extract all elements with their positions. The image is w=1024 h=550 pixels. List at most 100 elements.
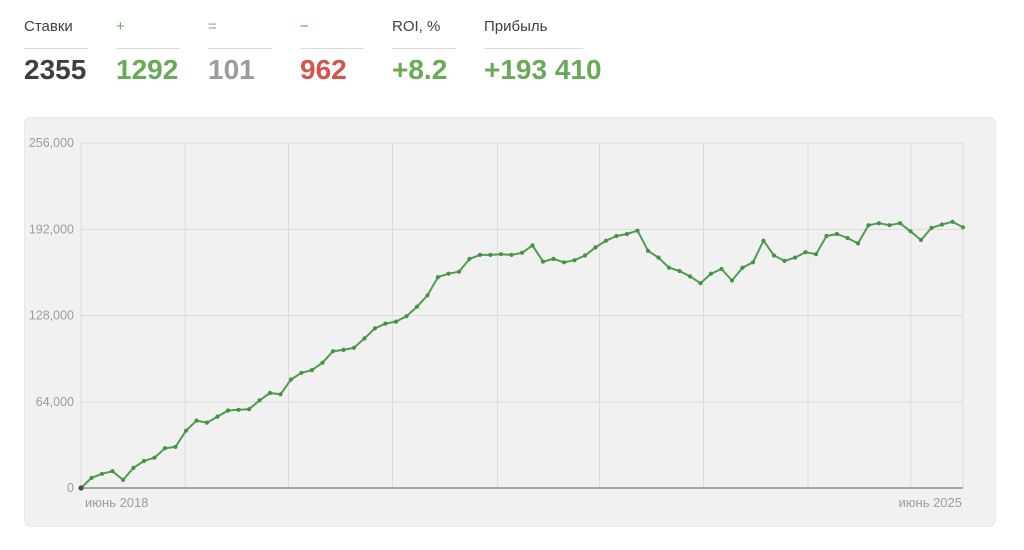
data-point[interactable] xyxy=(110,469,115,474)
data-point[interactable] xyxy=(614,233,619,239)
data-point[interactable] xyxy=(666,265,672,270)
data-point[interactable] xyxy=(572,258,577,263)
data-point[interactable] xyxy=(834,231,840,237)
data-point[interactable] xyxy=(803,250,808,255)
data-point[interactable] xyxy=(152,455,157,460)
stat-separator xyxy=(300,48,364,49)
profit-chart[interactable]: 0 64,000 128,000 192,000 256,000 xyxy=(25,118,995,526)
data-point[interactable] xyxy=(278,392,283,397)
data-point[interactable] xyxy=(530,243,535,248)
data-point[interactable] xyxy=(215,414,220,419)
data-point[interactable] xyxy=(950,219,955,224)
stat-wins: + 1292 xyxy=(116,18,180,84)
data-point[interactable] xyxy=(624,231,630,237)
data-point[interactable] xyxy=(603,238,609,243)
data-point[interactable] xyxy=(488,252,493,257)
data-point[interactable] xyxy=(330,349,336,354)
data-point[interactable] xyxy=(141,458,147,464)
stat-losses-label: − xyxy=(300,18,309,35)
data-point[interactable] xyxy=(761,238,766,243)
data-point[interactable] xyxy=(939,222,945,227)
data-point[interactable] xyxy=(677,268,682,274)
stat-bets-label: Ставки xyxy=(24,18,73,35)
data-point[interactable] xyxy=(750,260,756,265)
data-point[interactable] xyxy=(425,293,430,298)
data-point[interactable] xyxy=(131,465,136,470)
data-point[interactable] xyxy=(540,259,546,264)
data-point[interactable] xyxy=(561,260,567,265)
data-point[interactable] xyxy=(477,252,483,257)
data-point[interactable] xyxy=(456,269,462,274)
data-point[interactable] xyxy=(299,370,304,375)
stat-bets-value: 2355 xyxy=(24,54,87,85)
data-point[interactable] xyxy=(792,255,798,260)
data-point[interactable] xyxy=(960,225,966,230)
stat-separator xyxy=(208,48,272,49)
data-point[interactable] xyxy=(782,258,787,263)
data-point[interactable] xyxy=(498,252,504,257)
data-point[interactable] xyxy=(414,304,420,309)
data-point[interactable] xyxy=(855,241,861,246)
data-point[interactable] xyxy=(120,477,126,482)
data-point[interactable] xyxy=(372,326,378,331)
data-point[interactable] xyxy=(719,266,724,272)
data-point[interactable] xyxy=(582,253,588,258)
stat-profit: Прибыль +193 410 xyxy=(484,18,602,84)
stat-roi-label: ROI, % xyxy=(392,18,441,35)
y-tick-label: 192,000 xyxy=(29,222,74,236)
data-point[interactable] xyxy=(173,444,178,449)
data-point[interactable] xyxy=(813,252,819,257)
profit-line xyxy=(80,220,964,489)
data-point[interactable] xyxy=(362,336,367,341)
data-point[interactable] xyxy=(771,253,777,258)
data-point[interactable] xyxy=(257,398,262,403)
data-point[interactable] xyxy=(309,368,315,373)
data-point[interactable] xyxy=(740,265,745,270)
data-point[interactable] xyxy=(645,248,651,253)
y-tick-label: 128,000 xyxy=(29,309,74,323)
data-point[interactable] xyxy=(845,235,850,241)
data-point[interactable] xyxy=(393,319,399,324)
data-point[interactable] xyxy=(225,408,231,413)
data-point[interactable] xyxy=(320,360,325,365)
data-point[interactable] xyxy=(162,446,168,451)
x-axis-label-start: июнь 2018 xyxy=(85,495,149,510)
data-point[interactable] xyxy=(824,233,829,239)
data-point[interactable] xyxy=(267,390,273,396)
data-point[interactable] xyxy=(246,407,252,412)
data-point[interactable] xyxy=(446,271,451,276)
data-point[interactable] xyxy=(236,407,241,412)
data-point[interactable] xyxy=(593,245,598,250)
data-point[interactable] xyxy=(288,377,294,382)
data-point[interactable] xyxy=(519,250,525,255)
data-point[interactable] xyxy=(204,420,210,425)
data-point[interactable] xyxy=(99,471,105,476)
data-point[interactable] xyxy=(467,256,472,261)
data-point[interactable] xyxy=(435,275,441,280)
data-point[interactable] xyxy=(698,281,703,286)
data-point[interactable] xyxy=(918,237,924,243)
data-point[interactable] xyxy=(929,225,934,230)
data-point[interactable] xyxy=(509,252,514,257)
data-point[interactable] xyxy=(908,229,913,234)
data-point[interactable] xyxy=(656,255,661,260)
data-point[interactable] xyxy=(351,345,357,350)
start-point[interactable] xyxy=(78,485,84,491)
data-point[interactable] xyxy=(404,314,409,319)
stat-wins-label: + xyxy=(116,18,125,35)
data-point[interactable] xyxy=(383,321,388,326)
data-point[interactable] xyxy=(876,221,882,226)
data-point[interactable] xyxy=(183,428,189,433)
data-point[interactable] xyxy=(635,228,640,233)
data-point[interactable] xyxy=(708,271,714,276)
data-point[interactable] xyxy=(194,418,199,423)
data-point[interactable] xyxy=(866,223,871,228)
data-point[interactable] xyxy=(341,347,346,352)
data-point[interactable] xyxy=(687,274,693,279)
data-point[interactable] xyxy=(89,475,94,480)
data-point[interactable] xyxy=(729,278,735,283)
data-point[interactable] xyxy=(551,256,556,261)
data-point[interactable] xyxy=(887,223,892,228)
data-point[interactable] xyxy=(897,221,903,226)
stat-losses: − 962 xyxy=(300,18,364,84)
